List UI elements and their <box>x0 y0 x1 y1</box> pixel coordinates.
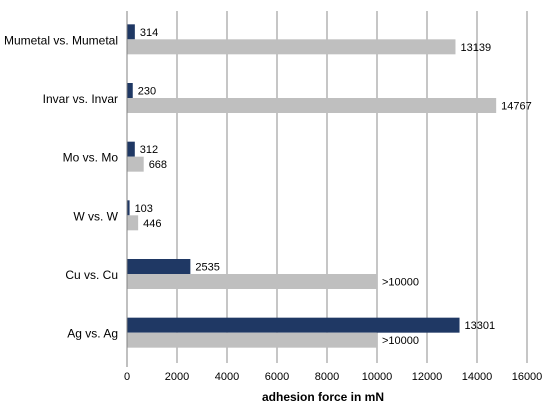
value-label: 14767 <box>501 101 532 113</box>
value-label: 13301 <box>465 320 496 332</box>
bar-grey-4 <box>127 274 377 289</box>
category-label: Cu vs. Cu <box>65 268 118 282</box>
x-tick-label: 2000 <box>165 371 189 383</box>
value-label: >10000 <box>382 335 419 347</box>
bar-dark-4 <box>127 259 191 274</box>
bar-grey-2 <box>127 156 144 172</box>
gridlines <box>176 11 528 363</box>
x-tick-label: 10000 <box>362 371 393 383</box>
bar-dark-5 <box>127 317 460 333</box>
category-label: Mo vs. Mo <box>63 151 119 165</box>
x-tick-label: 6000 <box>265 371 289 383</box>
value-label: 103 <box>135 203 153 215</box>
category-label: Invar vs. Invar <box>43 92 118 106</box>
x-tick-label: 4000 <box>215 371 239 383</box>
bar-grey-5 <box>127 332 377 348</box>
x-tick-labels: 0 2000 4000 6000 8000 10000 12000 14000 16000 <box>124 371 542 383</box>
category-label: Mumetal vs. Mumetal <box>4 33 118 47</box>
bars <box>127 24 497 348</box>
bar-dark-0 <box>127 24 135 40</box>
category-label: W vs. W <box>73 209 118 223</box>
x-tick-label: 0 <box>124 371 130 383</box>
bar-grey-3 <box>127 215 139 231</box>
value-label: 2535 <box>195 262 219 274</box>
bar-dark-2 <box>127 141 135 157</box>
value-label: 314 <box>140 27 158 39</box>
x-tick-label: 8000 <box>315 371 339 383</box>
bar-grey-0 <box>127 39 456 55</box>
x-tick-label: 14000 <box>462 371 493 383</box>
category-label: Ag vs. Ag <box>67 327 118 341</box>
value-label: 668 <box>149 159 167 171</box>
bar-dark-3 <box>127 200 130 216</box>
x-tick-label: 12000 <box>412 371 443 383</box>
value-label: 230 <box>138 86 156 98</box>
value-labels: 314 13139 230 14767 312 668 103 446 2535 >10000 13… <box>135 27 532 347</box>
value-label: 312 <box>140 144 158 156</box>
value-label: 446 <box>143 218 161 230</box>
value-label: 13139 <box>460 42 491 54</box>
x-tick-label: 16000 <box>512 371 543 383</box>
bar-dark-1 <box>127 83 133 98</box>
category-labels: Mumetal vs. Mumetal Invar vs. Invar Mo vs.… <box>4 33 119 340</box>
value-label: >10000 <box>382 277 419 289</box>
x-axis-title: adhesion force in mN <box>262 390 384 404</box>
bar-grey-1 <box>127 98 497 113</box>
